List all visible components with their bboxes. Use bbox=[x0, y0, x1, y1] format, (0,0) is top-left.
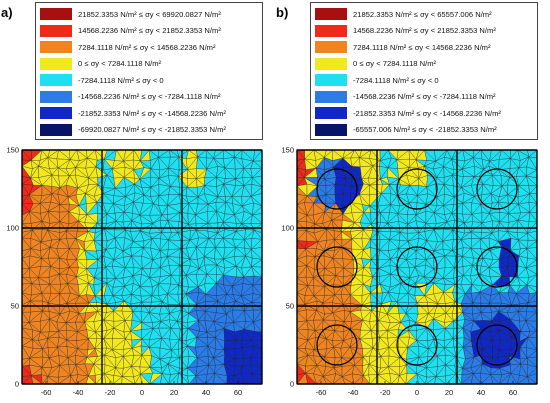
y-tick-label: 150 bbox=[281, 146, 294, 155]
x-tick-label: 0 bbox=[140, 388, 144, 397]
legend-swatch bbox=[40, 8, 72, 21]
legend-label: -21852.3353 N/m² ≤ σy < -14568.2236 N/m² bbox=[353, 108, 501, 118]
legend-swatch bbox=[40, 74, 72, 87]
legend-label: -14568.2236 N/m² ≤ σy < -7284.1118 N/m² bbox=[353, 92, 496, 102]
legend-label: 21852.3353 N/m² ≤ σy < 65557.006 N/m² bbox=[353, 9, 492, 19]
legend-row: 0 ≤ σy < 7284.1118 N/m² bbox=[315, 56, 537, 73]
inclusion-circle bbox=[476, 324, 518, 366]
y-tick-label: 0 bbox=[15, 380, 19, 389]
legend-label: 0 ≤ σy < 7284.1118 N/m² bbox=[78, 59, 162, 69]
legend-swatch bbox=[40, 107, 72, 120]
legend-swatch bbox=[315, 107, 347, 120]
legend-label: 21852.3353 N/m² ≤ σy < 69920.0827 N/m² bbox=[78, 9, 221, 19]
axis-ticks: -60 -40 -20 0 20 40 60 0 50 100 150 bbox=[6, 146, 242, 398]
legend-label: 7284.1118 N/m² ≤ σy < 14568.2236 N/m² bbox=[78, 42, 216, 52]
legend-swatch bbox=[315, 57, 347, 70]
legend-row: -65557.006 N/m² ≤ σy < -21852.3353 N/m² bbox=[315, 122, 537, 139]
x-tick-label: -60 bbox=[316, 388, 327, 397]
legend-row: 21852.3353 N/m² ≤ σy < 65557.006 N/m² bbox=[315, 6, 537, 23]
legend-swatch bbox=[315, 123, 347, 136]
x-tick-label: 20 bbox=[170, 388, 178, 397]
legend-row: -7284.1118 N/m² ≤ σy < 0 bbox=[40, 72, 262, 89]
legend-row: -14568.2236 N/m² ≤ σy < -7284.1118 N/m² bbox=[315, 89, 537, 106]
panel-a-legend: 21852.3353 N/m² ≤ σy < 69920.0827 N/m² 1… bbox=[35, 2, 263, 140]
x-tick-label: 0 bbox=[415, 388, 419, 397]
legend-swatch bbox=[315, 8, 347, 21]
y-tick-label: 150 bbox=[6, 146, 19, 155]
y-tick-label: 100 bbox=[281, 224, 294, 233]
inclusion-circle bbox=[396, 324, 438, 366]
legend-label: -65557.006 N/m² ≤ σy < -21852.3353 N/m² bbox=[353, 125, 497, 135]
legend-label: -21852.3353 N/m² ≤ σy < -14568.2236 N/m² bbox=[78, 108, 226, 118]
panel-a-label: a) bbox=[1, 5, 13, 20]
y-tick-label: 100 bbox=[6, 224, 19, 233]
legend-swatch bbox=[40, 41, 72, 54]
mesh bbox=[21, 149, 263, 385]
legend-label: 14568.2236 N/m² ≤ σy < 21852.3353 N/m² bbox=[78, 26, 221, 36]
legend-label: 14568.2236 N/m² ≤ σy < 21852.3353 N/m² bbox=[353, 26, 496, 36]
legend-label: -14568.2236 N/m² ≤ σy < -7284.1118 N/m² bbox=[78, 92, 221, 102]
legend-row: 0 ≤ σy < 7284.1118 N/m² bbox=[40, 56, 262, 73]
legend-swatch bbox=[40, 57, 72, 70]
panel-b-legend: 21852.3353 N/m² ≤ σy < 65557.006 N/m² 14… bbox=[310, 2, 538, 140]
x-tick-label: -20 bbox=[380, 388, 391, 397]
legend-swatch bbox=[40, 123, 72, 136]
legend-label: -69920.0827 N/m² ≤ σy < -21852.3353 N/m² bbox=[78, 125, 226, 135]
axis-ticks: -60 -40 -20 0 20 40 60 0 50 100 150 bbox=[281, 146, 517, 398]
legend-swatch bbox=[315, 24, 347, 37]
y-tick-label: 50 bbox=[286, 302, 294, 311]
legend-row: 7284.1118 N/m² ≤ σy < 14568.2236 N/m² bbox=[315, 39, 537, 56]
legend-row: 21852.3353 N/m² ≤ σy < 69920.0827 N/m² bbox=[40, 6, 262, 23]
legend-label: -7284.1118 N/m² ≤ σy < 0 bbox=[78, 75, 164, 85]
panel-a: a) 21852.3353 N/m² ≤ σy < 69920.0827 N/m… bbox=[1, 2, 263, 398]
legend-row: -7284.1118 N/m² ≤ σy < 0 bbox=[315, 72, 537, 89]
y-tick-label: 0 bbox=[290, 380, 294, 389]
legend-row: 14568.2236 N/m² ≤ σy < 21852.3353 N/m² bbox=[315, 23, 537, 40]
plot-frame bbox=[21, 149, 263, 385]
plot-frame bbox=[296, 149, 538, 385]
y-tick-label: 50 bbox=[11, 302, 19, 311]
x-tick-label: 40 bbox=[477, 388, 485, 397]
legend-label: -7284.1118 N/m² ≤ σy < 0 bbox=[353, 75, 439, 85]
x-tick-label: 60 bbox=[234, 388, 242, 397]
x-tick-label: -40 bbox=[73, 388, 84, 397]
legend-row: 14568.2236 N/m² ≤ σy < 21852.3353 N/m² bbox=[40, 23, 262, 40]
legend-row: -21852.3353 N/m² ≤ σy < -14568.2236 N/m² bbox=[40, 105, 262, 122]
legend-row: -69920.0827 N/m² ≤ σy < -21852.3353 N/m² bbox=[40, 122, 262, 139]
legend-swatch bbox=[315, 41, 347, 54]
x-tick-label: -40 bbox=[348, 388, 359, 397]
legend-swatch bbox=[315, 74, 347, 87]
x-tick-label: 60 bbox=[509, 388, 517, 397]
legend-row: 7284.1118 N/m² ≤ σy < 14568.2236 N/m² bbox=[40, 39, 262, 56]
inclusion-circle bbox=[396, 168, 438, 210]
x-tick-label: 20 bbox=[445, 388, 453, 397]
mesh bbox=[296, 149, 538, 385]
legend-swatch bbox=[40, 24, 72, 37]
x-tick-label: -20 bbox=[105, 388, 116, 397]
stress-contour-plot-a: -60 -40 -20 0 20 40 60 0 50 100 150 bbox=[6, 146, 263, 398]
panel-b-label: b) bbox=[276, 5, 289, 20]
inclusion-circle bbox=[476, 246, 518, 288]
legend-swatch bbox=[315, 90, 347, 103]
legend-row: -14568.2236 N/m² ≤ σy < -7284.1118 N/m² bbox=[40, 89, 262, 106]
inclusion-circle bbox=[316, 246, 358, 288]
legend-label: 0 ≤ σy < 7284.1118 N/m² bbox=[353, 59, 437, 69]
legend-swatch bbox=[40, 90, 72, 103]
legend-row: -21852.3353 N/m² ≤ σy < -14568.2236 N/m² bbox=[315, 105, 537, 122]
x-tick-label: 40 bbox=[202, 388, 210, 397]
inclusion-circle bbox=[316, 168, 358, 210]
inclusion-circle bbox=[476, 168, 518, 210]
panel-b: b) 21852.3353 N/m² ≤ σy < 65557.006 N/m²… bbox=[275, 0, 550, 403]
inclusions bbox=[316, 168, 518, 366]
inclusion-circle bbox=[396, 246, 438, 288]
inclusion-circle bbox=[316, 324, 358, 366]
legend-label: 7284.1118 N/m² ≤ σy < 14568.2236 N/m² bbox=[353, 42, 491, 52]
x-tick-label: -60 bbox=[41, 388, 52, 397]
stress-contour-plot-b: -60 -40 -20 0 20 40 60 0 50 100 150 bbox=[281, 146, 538, 398]
